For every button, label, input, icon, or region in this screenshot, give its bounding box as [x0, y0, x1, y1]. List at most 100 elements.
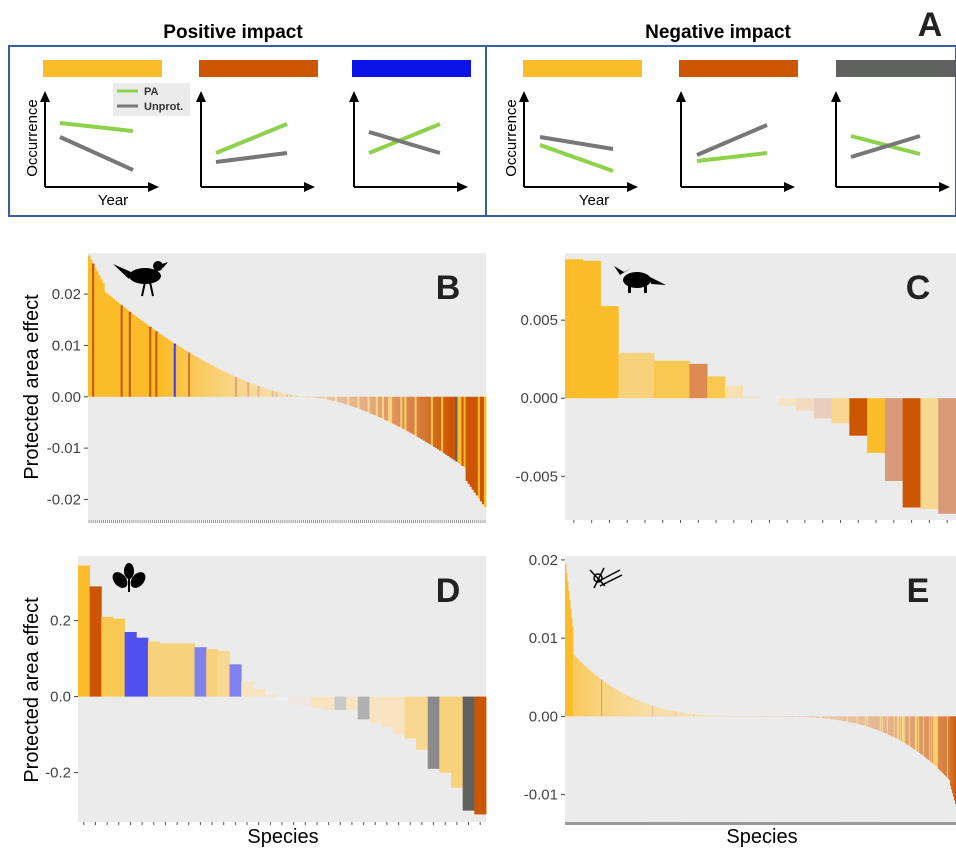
bar [589, 670, 591, 717]
bar [610, 686, 612, 717]
bar [933, 716, 936, 766]
bar [674, 711, 676, 717]
bar [159, 643, 172, 697]
bar [355, 396, 358, 408]
bar [924, 716, 927, 758]
bar [281, 393, 285, 397]
bar [471, 396, 475, 490]
y-tick-label: 0.02 [52, 286, 81, 303]
bar [615, 689, 617, 717]
bar [586, 667, 588, 717]
bar [895, 716, 898, 739]
bar [206, 649, 219, 697]
bar [379, 396, 383, 418]
bar [577, 658, 579, 717]
bar [565, 563, 567, 717]
bar [381, 396, 385, 419]
bar [243, 380, 246, 397]
bar [781, 716, 783, 717]
bar [865, 716, 868, 727]
bar [481, 396, 485, 505]
bar [143, 322, 146, 397]
bar [385, 396, 389, 421]
bar [834, 716, 837, 720]
bar [208, 364, 211, 397]
bar [288, 394, 291, 397]
bar [633, 698, 635, 717]
bar [304, 396, 307, 398]
bar [226, 373, 230, 397]
mini-x-arrow [939, 182, 950, 192]
bar [662, 708, 664, 717]
bar [312, 396, 315, 398]
bar [726, 716, 728, 717]
bar [251, 383, 254, 397]
bar [279, 392, 283, 397]
bar [771, 716, 773, 717]
pos3-unprot-line [368, 130, 441, 155]
bar [901, 716, 904, 742]
bar [136, 318, 140, 397]
bar [377, 396, 381, 417]
bar [932, 716, 935, 765]
bar [230, 375, 234, 397]
bird-icon [113, 261, 168, 297]
bar [361, 396, 364, 411]
bar [751, 716, 753, 717]
y-tick-label: -0.02 [47, 491, 81, 508]
bar [593, 673, 595, 717]
bar [745, 716, 747, 717]
neg1-unprot-line [539, 135, 614, 151]
bar [732, 716, 734, 717]
bar [406, 396, 409, 432]
bars [565, 259, 956, 514]
bar [935, 716, 938, 768]
bar [922, 716, 925, 756]
bar [949, 716, 952, 786]
bar [743, 716, 745, 717]
bar [383, 396, 387, 420]
bar [573, 654, 575, 717]
bar [198, 358, 201, 397]
bar [612, 687, 614, 717]
legend-pa-label: PA [144, 86, 159, 98]
bar [709, 715, 711, 717]
bar [264, 695, 277, 697]
bar [585, 666, 587, 717]
bar [809, 716, 812, 718]
bar [753, 716, 755, 717]
bar [302, 396, 305, 398]
bar [768, 716, 770, 717]
bar [98, 275, 101, 397]
bar [867, 716, 870, 727]
y-tick-label: -0.01 [47, 440, 81, 457]
bar [232, 376, 236, 397]
bar [952, 716, 955, 797]
bar [671, 710, 673, 717]
bar [810, 716, 813, 718]
bar [677, 711, 679, 717]
bar [334, 396, 338, 402]
bar [252, 689, 265, 697]
bar [941, 716, 944, 773]
bar [165, 338, 168, 397]
bar [89, 586, 102, 697]
year-label-positive: Year [98, 192, 128, 209]
bar [692, 714, 694, 717]
bar [457, 396, 460, 464]
bar [695, 714, 697, 717]
bar [835, 716, 838, 720]
neg2-pa-line [696, 151, 768, 163]
bar [702, 714, 704, 717]
bar [92, 263, 95, 397]
bar [220, 370, 224, 397]
bar [652, 705, 654, 717]
bar [627, 695, 629, 717]
bar [790, 716, 792, 717]
panel-a-schematic: Positive impact Negative impact A PA Unp… [8, 6, 956, 217]
bar [849, 398, 868, 436]
bar [631, 697, 633, 717]
bar [402, 396, 405, 429]
bar [828, 716, 831, 719]
